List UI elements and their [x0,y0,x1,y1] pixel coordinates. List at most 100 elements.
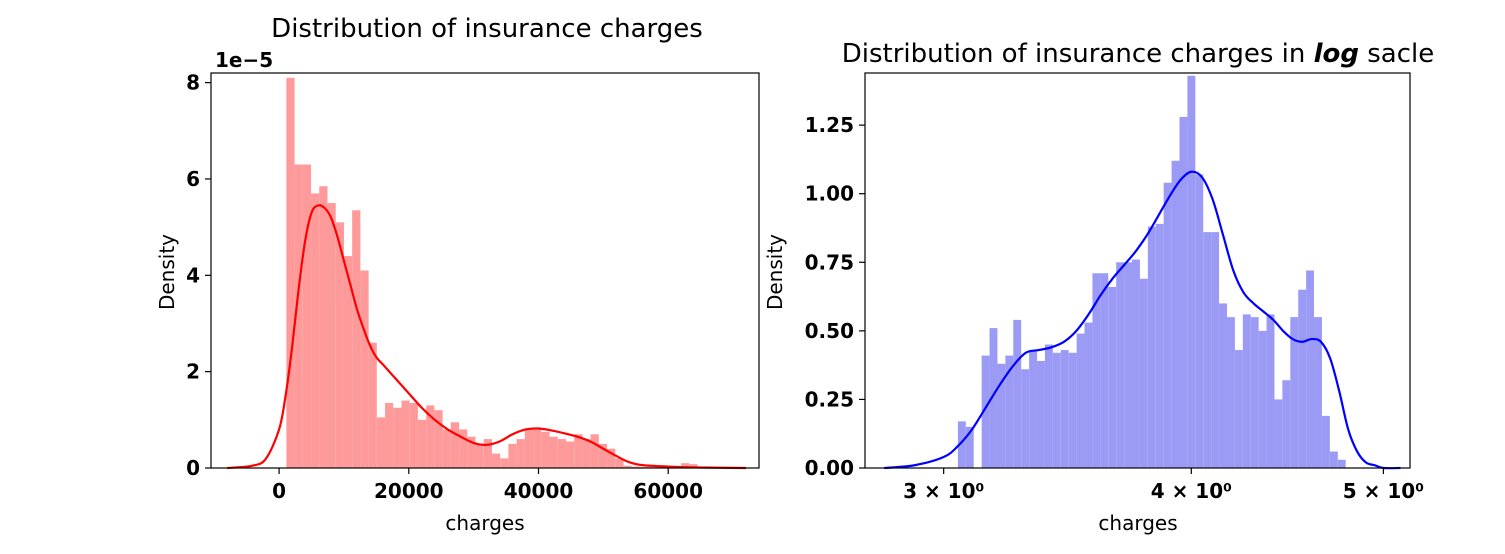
left-chart-bars [286,77,698,469]
left-chart-bar [368,342,377,468]
left-chart-x-ticks: 0 20000 40000 60000 [272,468,703,503]
left-chart-kde-line [227,204,747,470]
right-chart-bar [1266,314,1275,468]
right-chart-bar [957,421,966,468]
right-chart: Distribution of insurance charges in log… [763,39,1434,535]
left-chart-bar [459,429,468,468]
right-chart-bar [1219,303,1227,468]
left-chart-title: Distribution of insurance charges [271,14,703,44]
right-chart-bar [965,426,974,468]
right-chart-bar [1052,352,1061,468]
left-chart-bar [442,429,451,468]
left-chart-y-tick-label: 2 [186,360,200,384]
right-chart-bar [1116,262,1125,468]
left-chart-x-tick-label: 20000 [374,479,444,503]
right-chart-bar [1092,273,1101,468]
right-chart-bar [981,355,990,468]
left-chart-x-axis-label: charges [445,511,524,535]
left-chart-bar [286,77,295,468]
right-chart-x-tick-label: 3 × 10⁰ [903,479,984,503]
right-chart-bar [1195,174,1204,469]
right-chart-bar [1029,350,1038,468]
left-chart-bar [434,410,443,468]
right-chart-title-suffix: sacle [1359,39,1434,69]
right-chart-bar [1171,160,1180,468]
left-chart-bar [401,400,410,468]
right-chart-bar [1234,350,1243,468]
left-chart-bar [311,193,320,468]
right-chart-x-tick-label: 5 × 10⁰ [1343,479,1424,503]
left-chart-y-offset-label: 1e−5 [215,48,273,72]
left-chart-bar [582,439,591,468]
left-chart-bar [607,448,616,468]
right-chart-bar [1250,317,1259,468]
right-chart-x-tick-label: 4 × 10⁰ [1151,479,1232,503]
right-chart-bar [1163,182,1172,468]
right-chart-bar [1187,75,1196,469]
left-chart-bar [450,422,460,468]
left-chart-y-tick-label: 8 [186,71,200,95]
left-chart-bar [343,256,353,468]
right-chart-bar [1013,319,1022,469]
right-chart-y-axis-label: Density [763,234,787,310]
left-chart-bar [302,164,312,468]
right-chart-bars [957,75,1346,469]
left-chart-bar [557,439,566,468]
right-chart-bar [1084,322,1093,468]
left-chart-bar [689,464,698,468]
right-chart-bar [1242,314,1251,468]
right-chart-bar [1076,333,1085,468]
right-chart-frame [864,72,1411,469]
right-chart-title-emphasis: log [1314,39,1359,69]
left-chart-y-tick-label: 4 [186,263,200,287]
right-chart-bar [1226,317,1235,468]
right-chart-y-tick-label: 0.75 [805,250,854,274]
left-chart-bar [483,439,492,468]
left-chart-bar [574,434,583,468]
right-chart-bar [1321,415,1330,468]
left-chart-y-tick-label: 6 [186,167,200,191]
left-chart-bar [475,443,484,468]
right-chart-bar [1124,262,1132,468]
left-chart-y-ticks: 0 2 4 6 8 [186,71,211,480]
right-chart-bar [1274,399,1283,468]
right-chart-bar [997,363,1006,468]
right-chart-bar [1100,273,1109,468]
left-chart-bar [376,417,386,468]
right-chart-kde-line [884,170,1401,470]
right-chart-bar [1314,317,1322,468]
right-chart-x-ticks: 3 × 10⁰ 4 × 10⁰ 5 × 10⁰ [903,468,1424,503]
right-chart-y-tick-label: 1.00 [805,182,854,206]
right-chart-bar [1329,451,1338,468]
left-chart-bar [524,429,534,468]
right-chart-y-tick-label: 0.50 [805,319,854,343]
left-chart-bar [335,222,344,468]
right-chart-bar [1108,286,1117,468]
right-chart-title-main: Distribution of insurance charges in [842,39,1314,69]
left-chart-bar [533,429,542,468]
left-chart-bar [565,441,575,468]
left-chart-bar [491,453,501,468]
right-chart-bar [1203,232,1212,468]
right-chart-bar [1060,350,1069,468]
right-chart-bar [1155,223,1164,468]
right-chart-bar [1139,278,1148,468]
left-chart-frame [210,72,760,469]
right-chart-bar [1290,317,1299,468]
left-chart-bar [385,402,394,468]
left-chart-bar [352,210,361,469]
right-chart-bar [1258,330,1267,468]
right-chart-bar [1337,459,1346,468]
left-chart-bar [294,164,303,468]
right-chart-y-tick-label: 0.25 [805,387,854,411]
right-chart-bar [1037,361,1045,468]
right-chart-y-ticks: 0.00 0.25 0.50 0.75 1.00 1.25 [805,113,865,480]
left-chart-bar [426,405,435,468]
left-chart-bar [681,463,690,468]
right-chart-bar [1068,352,1077,468]
left-chart-bar [360,270,369,468]
left-chart-bar [623,465,632,468]
right-chart-bar [1044,344,1053,468]
right-chart-y-tick-label: 0.00 [805,456,854,480]
